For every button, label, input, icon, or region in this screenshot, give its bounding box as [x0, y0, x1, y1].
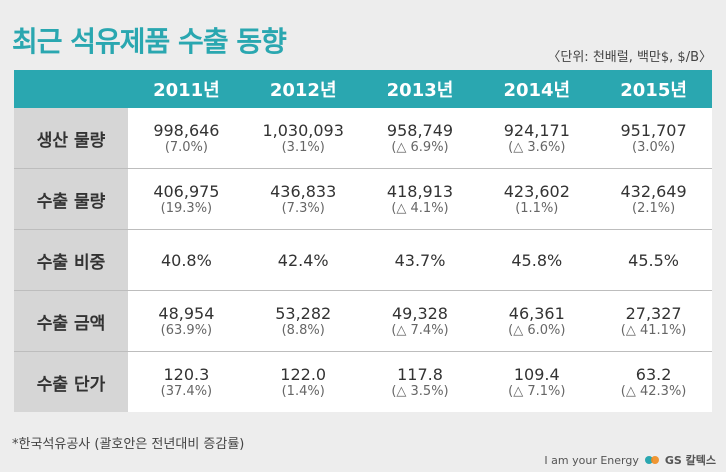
table-cell: 432,649 (2.1%)	[595, 168, 712, 230]
cell-value: 1,030,093	[262, 120, 344, 140]
cell-value: 951,707	[620, 120, 687, 140]
cell-value: 117.8	[397, 364, 443, 384]
table-cell: 109.4 (△ 7.1%)	[478, 351, 596, 412]
table-cell: 1,030,093 (3.1%)	[244, 108, 362, 169]
table-cell: 958,749 (△ 6.9%)	[361, 108, 479, 169]
table-cell: 46,361 (△ 6.0%)	[478, 290, 596, 352]
table-row: 수출 단가 120.3 (37.4%) 122.0 (1.4%) 117.8 (△ 3.5%…	[14, 351, 712, 412]
cell-value: 48,954	[158, 303, 215, 323]
cell-value: 432,649	[620, 181, 687, 201]
cell-value: 42.4%	[277, 250, 329, 270]
cell-value: 40.8%	[160, 250, 212, 270]
cell-change-rate: (△ 6.9%)	[391, 139, 449, 155]
table-cell: 48,954 (63.9%)	[128, 290, 245, 352]
table-cell: 27,327 (△ 41.1%)	[595, 290, 712, 352]
table-cell: 122.0 (1.4%)	[244, 351, 362, 412]
brand-name: GS 칼텍스	[664, 454, 716, 467]
table-cell: 951,707 (3.0%)	[595, 108, 712, 169]
table-cell: 49,328 (△ 7.4%)	[361, 290, 479, 352]
cell-change-rate: (7.0%)	[164, 139, 208, 155]
cell-change-rate: (8.8%)	[281, 322, 325, 338]
table-cell: 117.8 (△ 3.5%)	[361, 351, 479, 412]
year-header: 2015년	[595, 70, 712, 108]
gs-logo-icon	[644, 456, 659, 464]
table-cell: 63.2 (△ 42.3%)	[595, 351, 712, 412]
header-corner	[14, 70, 128, 108]
row-label: 생산 물량	[14, 108, 128, 169]
year-header: 2013년	[361, 70, 479, 108]
cell-change-rate: (△ 41.1%)	[620, 322, 687, 338]
row-label: 수출 단가	[14, 351, 128, 412]
cell-value: 436,833	[270, 181, 337, 201]
page-title: 최근 석유제품 수출 동향	[12, 25, 287, 58]
cell-value: 45.5%	[628, 250, 679, 270]
brand-bar: I am your Energy GS 칼텍스	[0, 452, 726, 472]
cell-change-rate: (△ 6.0%)	[508, 322, 566, 338]
cell-change-rate: (3.0%)	[632, 139, 676, 155]
table-cell: 406,975 (19.3%)	[128, 168, 245, 230]
cell-value: 46,361	[508, 303, 565, 323]
year-header: 2012년	[244, 70, 362, 108]
table-cell: 924,171 (△ 3.6%)	[478, 108, 596, 169]
cell-change-rate: (63.9%)	[160, 322, 213, 338]
cell-value: 958,749	[386, 120, 454, 140]
table-cell: 45.8%	[478, 229, 596, 291]
brand-logo: I am your Energy GS 칼텍스	[544, 452, 716, 468]
cell-value: 49,328	[392, 303, 448, 323]
table-cell: 418,913 (△ 4.1%)	[361, 168, 479, 230]
year-header: 2011년	[128, 70, 245, 108]
table-row: 수출 물량 406,975 (19.3%) 436,833 (7.3%) 418,913(…	[14, 168, 712, 230]
export-trend-table: 2011년 2012년 2013년 2014년 2015년 생산 물량 998,6…	[14, 70, 712, 412]
cell-value: 45.8%	[511, 250, 563, 270]
table-row: 수출 금액 48,954 (63.9%) 53,282 (8.8%) 49,328 (△ 7…	[14, 290, 712, 352]
row-label: 수출 비중	[14, 229, 128, 291]
table-row: 생산 물량 998,646 (7.0%) 1,030,093 (3.1%) 958,749…	[14, 108, 712, 169]
cell-change-rate: (△ 4.1%)	[391, 200, 449, 216]
cell-value: 924,171	[503, 120, 570, 140]
cell-change-rate: (△ 7.1%)	[508, 383, 566, 399]
cell-change-rate: (3.1%)	[281, 139, 325, 155]
table-cell: 43.7%	[361, 229, 479, 291]
table-cell: 436,833 (7.3%)	[244, 168, 362, 230]
cell-change-rate: (1.4%)	[281, 383, 325, 399]
cell-value: 122.0	[280, 364, 327, 384]
cell-change-rate: (37.4%)	[160, 383, 213, 399]
table-cell: 53,282 (8.8%)	[244, 290, 362, 352]
cell-change-rate: (19.3%)	[160, 200, 213, 216]
unit-note: 〈단위: 천배럴, 백만$, $/B〉	[547, 50, 712, 65]
table-cell: 120.3 (37.4%)	[128, 351, 245, 412]
year-header: 2014년	[478, 70, 596, 108]
cell-value: 423,602	[503, 181, 570, 201]
table-cell: 45.5%	[595, 229, 712, 291]
table-cell: 423,602 (1.1%)	[478, 168, 596, 230]
brand-slogan: I am your Energy	[544, 453, 639, 467]
cell-change-rate: (△ 3.6%)	[508, 139, 566, 155]
cell-change-rate: (7.3%)	[281, 200, 325, 216]
row-label: 수출 금액	[14, 290, 128, 352]
cell-value: 109.4	[513, 364, 560, 384]
table-cell: 998,646 (7.0%)	[128, 108, 245, 169]
cell-value: 406,975	[153, 181, 220, 201]
cell-value: 120.3	[163, 364, 210, 384]
cell-change-rate: (1.1%)	[515, 200, 559, 216]
cell-value: 63.2	[635, 364, 672, 384]
footnote: *한국석유공사 (괄호안은 전년대비 증감률)	[12, 437, 245, 452]
row-label: 수출 물량	[14, 168, 128, 230]
cell-value: 43.7%	[394, 250, 446, 270]
table-header-row: 2011년 2012년 2013년 2014년 2015년	[14, 70, 712, 108]
table-row: 수출 비중 40.8% 42.4% 43.7% 45.8% 45.5%	[14, 229, 712, 291]
cell-value: 53,282	[275, 303, 332, 323]
cell-change-rate: (△ 42.3%)	[620, 383, 687, 399]
cell-value: 998,646	[153, 120, 220, 140]
table-cell: 40.8%	[128, 229, 245, 291]
cell-value: 27,327	[625, 303, 682, 323]
cell-change-rate: (△ 3.5%)	[391, 383, 449, 399]
cell-value: 418,913	[386, 181, 454, 201]
cell-change-rate: (2.1%)	[632, 200, 676, 216]
cell-change-rate: (△ 7.4%)	[391, 322, 449, 338]
table-cell: 42.4%	[244, 229, 362, 291]
